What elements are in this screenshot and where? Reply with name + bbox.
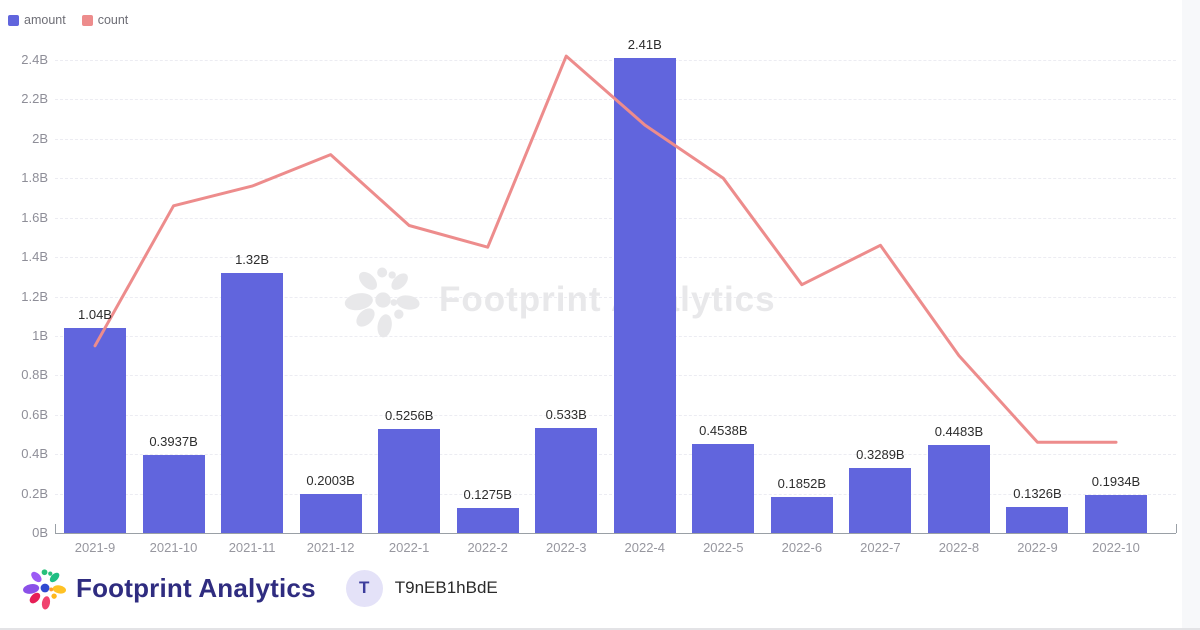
y-axis-tick-label: 2.2B xyxy=(21,91,48,107)
legend-item-count[interactable]: count xyxy=(81,13,129,27)
bar-value-label: 0.1934B xyxy=(1091,473,1141,489)
x-axis-end-tick xyxy=(1176,524,1177,533)
x-axis-end-tick xyxy=(55,524,56,533)
bar-value-label: 2.41B xyxy=(627,37,662,53)
bar-value-label: 0.4483B xyxy=(934,423,984,439)
bar-value-label: 1.04B xyxy=(78,307,112,323)
footprint-logo-icon[interactable] xyxy=(22,565,68,611)
legend-item-amount[interactable]: amount xyxy=(8,13,66,27)
bar-value-label: 0.1275B xyxy=(463,486,512,502)
x-axis-tick-label: 2022-1 xyxy=(388,540,430,555)
x-axis-tick-label: 2022-9 xyxy=(1017,540,1058,555)
legend-label-amount: amount xyxy=(24,13,66,27)
x-axis-tick-label: 2022-2 xyxy=(467,540,508,555)
footer-brand[interactable]: Footprint Analytics xyxy=(76,572,316,603)
x-axis-tick-label: 2021-11 xyxy=(228,540,276,555)
bar-amount-2022-1[interactable] xyxy=(378,429,441,533)
bar-amount-2021-11[interactable] xyxy=(221,272,284,533)
bar-amount-2022-3[interactable] xyxy=(535,427,598,533)
x-axis-line xyxy=(55,533,1176,534)
x-axis-tick-label: 2022-6 xyxy=(781,540,823,555)
legend: amount count xyxy=(8,13,128,27)
bar-value-label: 0.4538B xyxy=(699,422,748,438)
x-axis-tick-label: 2022-3 xyxy=(545,540,587,555)
bar-amount-2021-12[interactable] xyxy=(299,493,362,533)
x-axis-tick-label: 2021-10 xyxy=(149,540,198,555)
watermark: Footprint Analytics xyxy=(343,260,776,340)
page-background-strip xyxy=(1182,0,1200,630)
watermark-text: Footprint Analytics xyxy=(439,280,776,319)
x-axis-tick-label: 2021-9 xyxy=(74,540,116,555)
x-axis-tick-label: 2022-5 xyxy=(703,540,744,555)
bar-value-label: 0.5256B xyxy=(384,408,434,424)
bar-value-label: 0.1326B xyxy=(1013,485,1062,501)
legend-label-count: count xyxy=(97,13,129,27)
bar-amount-2022-8[interactable] xyxy=(927,444,990,533)
bar-value-label: 0.533B xyxy=(545,406,587,422)
bar-value-label: 0.1852B xyxy=(777,475,827,491)
amount-swatch-icon xyxy=(8,14,19,26)
x-axis-tick-label: 2022-10 xyxy=(1092,540,1140,555)
bar-value-label: 0.2003B xyxy=(306,472,355,488)
x-axis-tick-label: 2022-7 xyxy=(860,540,901,555)
bar-amount-2022-9[interactable] xyxy=(1006,506,1069,533)
y-axis-tick-label: 1B xyxy=(32,327,48,343)
bar-value-label: 0.3289B xyxy=(856,447,905,463)
y-axis-tick-label: 0B xyxy=(32,525,48,540)
x-axis-tick-label: 2021-12 xyxy=(306,540,355,555)
bar-amount-2022-2[interactable] xyxy=(456,507,519,533)
bar-value-label: 0.3937B xyxy=(149,434,198,450)
bar-amount-2022-6[interactable] xyxy=(770,496,833,533)
y-axis-tick-label: 1.4B xyxy=(21,249,48,265)
y-axis-tick-label: 1.6B xyxy=(21,209,48,225)
x-axis-tick-label: 2022-4 xyxy=(624,540,665,555)
avatar: T xyxy=(345,569,383,607)
y-axis-tick-label: 1.8B xyxy=(21,170,48,186)
bottom-edge-divider xyxy=(0,628,1200,630)
bar-amount-2022-10[interactable] xyxy=(1085,494,1148,533)
bar-amount-2022-4[interactable] xyxy=(613,58,676,533)
y-axis-tick-label: 0.8B xyxy=(21,367,48,383)
footer: Footprint Analytics T T9nEB1hBdE xyxy=(0,558,1200,618)
user-id: T9nEB1hBdE xyxy=(394,578,498,597)
footprint-flower-watermark-icon xyxy=(344,267,420,338)
y-axis-tick-label: 1.2B xyxy=(21,288,48,304)
y-axis-tick-label: 2.4B xyxy=(21,52,48,67)
bar-amount-2022-7[interactable] xyxy=(849,468,912,533)
y-axis-tick-label: 0.4B xyxy=(21,446,48,462)
x-axis-tick-label: 2022-8 xyxy=(938,540,980,555)
bar-amount-2021-10[interactable] xyxy=(142,455,205,533)
bar-amount-2021-9[interactable] xyxy=(64,328,126,533)
bar-amount-2022-5[interactable] xyxy=(692,443,755,533)
count-swatch-icon xyxy=(81,14,93,26)
y-axis-tick-label: 0.6B xyxy=(21,406,48,422)
y-axis-tick-label: 0.2B xyxy=(21,485,48,501)
bar-value-label: 1.32B xyxy=(235,251,270,267)
y-axis-tick-label: 2B xyxy=(32,130,48,146)
avatar-letter: T xyxy=(359,578,370,597)
